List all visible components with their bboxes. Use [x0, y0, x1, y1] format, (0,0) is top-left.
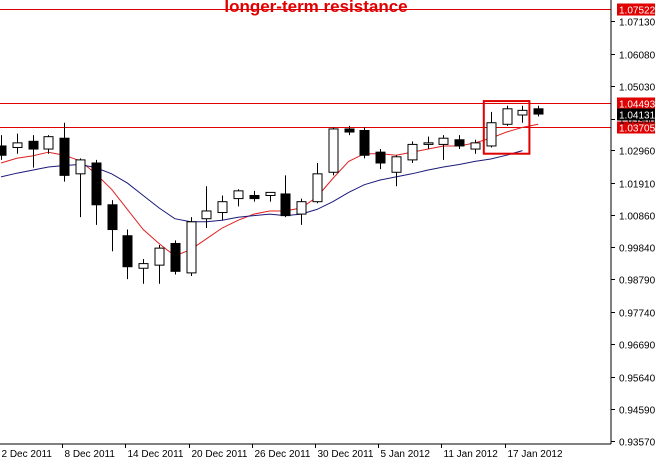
candle-body	[75, 159, 86, 175]
candle-body	[533, 108, 544, 115]
candle-body	[59, 137, 70, 176]
highlight-box	[482, 100, 531, 155]
resistance-label: 1.07522	[619, 6, 656, 17]
current-price-bg	[617, 108, 655, 121]
date-tick-label: 8 Dec 2011	[65, 449, 116, 460]
candle-body	[28, 140, 39, 150]
resistance-lines	[0, 9, 611, 128]
candle-body	[344, 128, 355, 133]
price-tick-label: 0.94590	[619, 406, 656, 417]
moving-average-line	[0, 123, 539, 257]
candle-body	[217, 201, 228, 214]
highlight-rectangle	[482, 100, 531, 155]
candle-body	[391, 156, 402, 173]
date-tick-label: 5 Jan 2012	[381, 449, 431, 460]
candlesticks	[0, 105, 544, 284]
candle-body	[122, 235, 133, 268]
price-tick-label: 1.05030	[619, 83, 656, 94]
date-tick-label: 11 Jan 2012	[444, 449, 499, 460]
candle-body	[170, 242, 181, 272]
price-axis: 1.07522 1.04493 1.03705 1.07130 1.06080 1.050…	[0, 0, 656, 449]
candle-body	[312, 173, 323, 203]
price-tick-label: 0.98790	[619, 276, 656, 287]
date-tick-label: 14 Dec 2011	[128, 449, 184, 460]
candle-body	[107, 204, 118, 231]
candle-body	[359, 129, 370, 156]
moving-average-line	[0, 150, 523, 223]
price-tick-label: 0.96690	[619, 341, 656, 352]
resistance-label-bg	[617, 97, 655, 110]
candle-body	[91, 162, 102, 206]
candle-body	[154, 247, 165, 266]
candle-body	[249, 194, 260, 200]
price-tick-label: 1.03980	[619, 116, 656, 127]
date-tick-label: 2 Dec 2011	[2, 449, 53, 460]
candle-body	[328, 128, 339, 173]
resistance-label-bg	[617, 3, 655, 16]
candle-body	[43, 136, 54, 150]
price-tick-label: 0.93570	[619, 438, 656, 449]
price-tick-label: 0.97740	[619, 309, 656, 320]
date-tick-label: 20 Dec 2011	[192, 449, 248, 460]
candle-body	[138, 263, 149, 269]
resistance-label-bg	[617, 121, 655, 134]
candle-body	[486, 122, 497, 147]
candle-body	[407, 143, 418, 161]
candle-body	[454, 139, 465, 147]
candle-body	[438, 137, 449, 145]
price-tick-label: 1.01910	[619, 180, 656, 191]
date-tick-label: 30 Dec 2011	[318, 449, 374, 460]
price-tick-label: 1.02960	[619, 147, 656, 158]
resistance-label: 1.04493	[619, 100, 656, 111]
resistance-label: 1.03705	[619, 124, 656, 135]
candle-body	[265, 191, 276, 196]
candle-body	[517, 109, 528, 116]
candle-body	[186, 221, 197, 274]
candle-body	[0, 145, 7, 156]
current-price-label: 1.04131	[619, 111, 656, 122]
candle-body	[375, 151, 386, 164]
date-tick-label: 26 Dec 2011	[255, 449, 311, 460]
candle-body	[296, 201, 307, 215]
price-tick-label: 0.95640	[619, 374, 656, 385]
price-tick-label: 1.06080	[619, 51, 656, 62]
price-tick-label: 0.99840	[619, 244, 656, 255]
date-axis: 2 Dec 2011 8 Dec 2011 14 Dec 2011 20 Dec 20…	[2, 444, 563, 460]
candle-body	[423, 142, 434, 145]
price-tick-label: 1.07130	[619, 18, 656, 29]
candle-body	[502, 108, 513, 125]
date-tick-label: 17 Jan 2012	[508, 449, 563, 460]
candle-body	[201, 210, 212, 220]
chart-title: longer-term resistance	[224, 0, 408, 16]
candle-body	[470, 142, 481, 150]
candle-body	[233, 190, 244, 200]
moving-averages	[0, 123, 539, 257]
candle-body	[12, 142, 23, 149]
price-tick-label: 1.00860	[619, 212, 656, 223]
candle-body	[280, 193, 291, 217]
